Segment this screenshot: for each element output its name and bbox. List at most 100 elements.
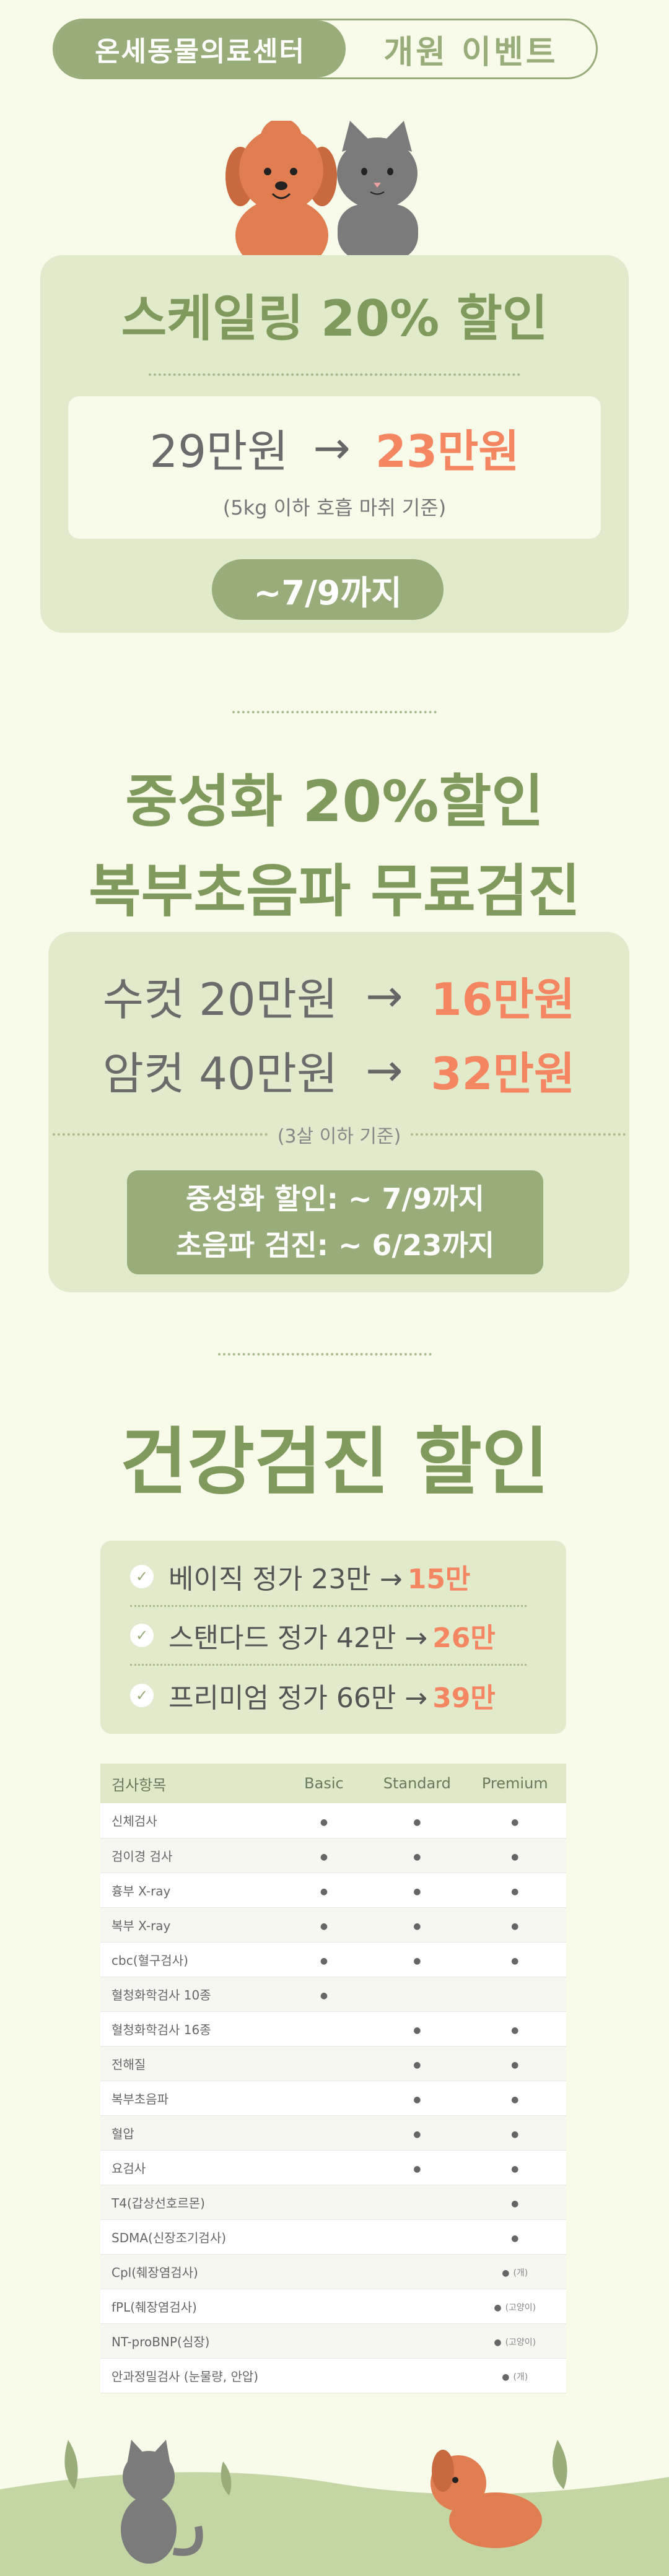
included-mark: ● bbox=[511, 1852, 519, 1862]
included-mark: ● bbox=[413, 2060, 421, 2070]
row-label: 안과정밀검사 (눈물량, 안압) bbox=[100, 2358, 278, 2393]
scaling-price-box bbox=[68, 396, 601, 539]
row-label: NT-proBNP(심장) bbox=[100, 2323, 278, 2359]
cell-standard: ● bbox=[370, 2081, 464, 2116]
neuter-deadline-1: 중성화 할인: ~ 7/9까지 bbox=[185, 1182, 485, 1216]
cell-basic bbox=[277, 2219, 371, 2255]
included-mark: ● bbox=[511, 2060, 519, 2070]
neuter-condition: (3살 이하 기준) bbox=[277, 1126, 401, 1147]
included-mark: ● bbox=[413, 1817, 421, 1827]
included-mark: ● bbox=[413, 1852, 421, 1862]
cat-icon bbox=[337, 121, 418, 260]
col-header: Standard bbox=[370, 1764, 464, 1803]
check-icon: ✓ bbox=[130, 1565, 154, 1588]
dog-icon bbox=[225, 121, 337, 260]
neuter-female-new: 32만원 bbox=[431, 1048, 575, 1100]
offer-text: 베이직 정가 23만 → bbox=[168, 1564, 403, 1595]
cell-premium: ● bbox=[463, 2185, 566, 2220]
cat-icon bbox=[121, 2440, 203, 2564]
cell-basic bbox=[277, 2150, 371, 2185]
table-row: 혈청화학검사 16종 ● ● bbox=[100, 2011, 566, 2047]
cell-basic: ● bbox=[277, 1873, 371, 1908]
included-mark: ● bbox=[494, 2338, 502, 2348]
row-label: 혈청화학검사 10종 bbox=[100, 1977, 278, 2012]
cell-premium: ● bbox=[463, 2081, 566, 2116]
included-mark: ● bbox=[494, 2303, 502, 2313]
included-mark: ● bbox=[413, 1887, 421, 1897]
scaling-new-price: 23만원 bbox=[375, 425, 520, 477]
cell-premium: ● bbox=[463, 2150, 566, 2185]
cell-standard: ● bbox=[370, 2150, 464, 2185]
event-title: 개원 이벤트 bbox=[383, 33, 558, 71]
neuter-male-new: 16만원 bbox=[431, 973, 575, 1025]
cell-premium: ● bbox=[463, 1838, 566, 1873]
cell-standard: ● bbox=[370, 2046, 464, 2081]
neuter-male-row: 수컷 20만원 → 16만원 bbox=[48, 963, 629, 1028]
bottom-decoration bbox=[0, 2440, 669, 2576]
cell-basic bbox=[277, 2254, 371, 2289]
row-label: 요검사 bbox=[100, 2150, 278, 2185]
table-row: 전해질 ● ● bbox=[100, 2046, 566, 2081]
included-mark: ● bbox=[413, 2026, 421, 2035]
dog-icon bbox=[431, 2450, 542, 2548]
included-mark: ● bbox=[320, 1887, 328, 1897]
cell-premium: ● bbox=[463, 2219, 566, 2255]
cell-standard: ● bbox=[370, 2011, 464, 2047]
included-mark: ● bbox=[511, 2026, 519, 2035]
row-label: 복부초음파 bbox=[100, 2081, 278, 2116]
cell-standard bbox=[370, 1977, 464, 2012]
table-row: 신체검사 ● ● ● bbox=[100, 1803, 566, 1838]
species-note: (고양이) bbox=[505, 2303, 536, 2313]
table-row: 복부 X-ray ● ● ● bbox=[100, 1907, 566, 1943]
included-mark: ● bbox=[413, 2095, 421, 2105]
row-label: 신체검사 bbox=[100, 1803, 278, 1838]
row-label: 혈청화학검사 16종 bbox=[100, 2011, 278, 2047]
row-label: SDMA(신장조기검사) bbox=[100, 2219, 278, 2255]
neuter-female-row: 암컷 40만원 → 32만원 bbox=[48, 1037, 629, 1102]
neuter-title-line2: 복부초음파 무료검진 bbox=[89, 858, 580, 925]
included-mark: ● bbox=[413, 1956, 421, 1966]
species-note: (개) bbox=[513, 2372, 528, 2382]
included-mark: ● bbox=[511, 2164, 519, 2174]
row-label: cbc(혈구검사) bbox=[100, 1942, 278, 1977]
scaling-condition: (5kg 이하 호흡 마취 기준) bbox=[222, 496, 447, 520]
included-mark: ● bbox=[511, 1956, 519, 1966]
table-row: 요검사 ● ● bbox=[100, 2150, 566, 2185]
section-divider bbox=[232, 711, 437, 713]
included-mark: ● bbox=[413, 1921, 421, 1931]
table-row: cbc(혈구검사) ● ● ● bbox=[100, 1942, 566, 1977]
included-mark: ● bbox=[511, 2095, 519, 2105]
cell-basic bbox=[277, 2011, 371, 2047]
cell-basic bbox=[277, 2289, 371, 2324]
included-mark: ● bbox=[502, 2268, 510, 2278]
cell-basic bbox=[277, 2323, 371, 2359]
neuter-deadline-2: 초음파 검진: ~ 6/23까지 bbox=[175, 1229, 495, 1262]
row-label: 복부 X-ray bbox=[100, 1907, 278, 1943]
checkup-offers-card bbox=[100, 1541, 566, 1734]
arrow-icon: → bbox=[365, 1043, 403, 1096]
offer-price: 15만 bbox=[407, 1564, 471, 1595]
row-label: T4(갑상선호르몬) bbox=[100, 2185, 278, 2220]
cell-standard bbox=[370, 2185, 464, 2220]
cell-basic: ● bbox=[277, 1803, 371, 1838]
offer-price: 39만 bbox=[432, 1682, 496, 1714]
scaling-deadline: ~7/9까지 bbox=[212, 559, 444, 620]
included-mark: ● bbox=[502, 2372, 510, 2382]
cell-basic bbox=[277, 2115, 371, 2151]
arrow-icon: → bbox=[365, 969, 403, 1022]
row-label: Cpl(췌장염검사) bbox=[100, 2254, 278, 2289]
cell-premium: ● bbox=[463, 2011, 566, 2047]
arrow-icon: → bbox=[313, 421, 351, 474]
table-row: T4(갑상선호르몬) ● bbox=[100, 2185, 566, 2220]
table-row: 복부초음파 ● ● bbox=[100, 2081, 566, 2116]
cell-premium: ● (개) bbox=[463, 2254, 566, 2289]
cell-basic: ● bbox=[277, 1838, 371, 1873]
row-label: 흉부 X-ray bbox=[100, 1873, 278, 1908]
checkup-offers-list: ✓ 베이직 정가 23만 → 15만 ✓ 스탠다드 정가 42만 → 26만 ✓… bbox=[130, 1548, 527, 1725]
checkup-table-wrap: 검사항목 Basic Standard Premium 신체검사 ● ● ● 검이경 검… bbox=[100, 1764, 566, 2393]
table-row: SDMA(신장조기검사) ● bbox=[100, 2219, 566, 2255]
offer-text: 스탠다드 정가 42만 → bbox=[168, 1622, 428, 1654]
table-row: 검이경 검사 ● ● ● bbox=[100, 1838, 566, 1873]
included-mark: ● bbox=[511, 2199, 519, 2209]
scaling-old-price: 29만원 bbox=[149, 425, 289, 477]
